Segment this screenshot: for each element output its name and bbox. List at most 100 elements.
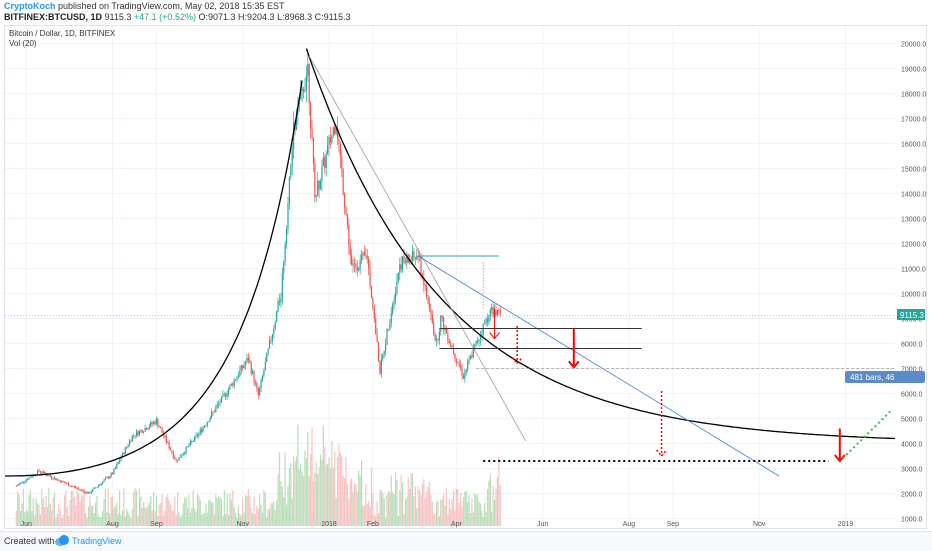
volume-bar <box>249 495 251 526</box>
volume-bar <box>58 503 60 526</box>
candle-body <box>90 491 92 494</box>
candle-body <box>161 428 163 433</box>
candle-body <box>227 389 230 395</box>
candle-body <box>484 323 486 325</box>
y-tick-label: 11000.0 <box>901 267 926 274</box>
volume-bar <box>331 441 333 526</box>
volume-bar <box>27 511 29 526</box>
volume-bar <box>242 498 244 526</box>
volume-bar <box>362 505 364 526</box>
candle-body <box>87 492 90 494</box>
candle-body <box>29 477 32 478</box>
candle-body <box>235 379 237 381</box>
candle-body <box>261 375 264 380</box>
volume-bar <box>52 497 54 526</box>
candle-body <box>230 383 232 386</box>
candle-body <box>383 350 385 354</box>
y-tick-label: 8000.0 <box>901 342 923 349</box>
volume-bar <box>454 510 456 526</box>
volume-bar <box>314 472 316 526</box>
volume-bar <box>177 491 179 526</box>
volume-bar <box>441 498 443 526</box>
volume-bar <box>281 486 283 526</box>
volume-bar <box>161 494 163 526</box>
candle-body <box>201 429 203 432</box>
close-value: 9115.3 <box>323 12 351 22</box>
volume-bar <box>308 476 310 526</box>
volume-bar <box>447 513 449 526</box>
candle-body <box>249 360 251 363</box>
volume-bar <box>19 510 22 526</box>
candle-body <box>319 180 322 190</box>
candle-body <box>308 63 310 104</box>
candle-body <box>460 365 462 369</box>
candle-body <box>397 273 399 281</box>
candle-body <box>346 213 349 225</box>
volume-bar <box>435 501 438 526</box>
candle-body <box>46 475 49 477</box>
volume-bar <box>167 494 169 526</box>
volume-bar <box>368 500 370 526</box>
volume-bar <box>256 505 258 526</box>
candle-body <box>99 484 101 486</box>
candle-body <box>44 471 46 474</box>
candle-body <box>318 180 320 190</box>
volume-bar <box>121 510 124 526</box>
volume-bar <box>203 513 206 526</box>
volume-bar <box>32 498 34 526</box>
volume-bar <box>171 510 173 526</box>
candle-body <box>116 464 118 468</box>
red-arrow-1-head <box>568 360 580 369</box>
volume-bar <box>140 496 142 526</box>
candle-body <box>75 486 77 488</box>
candle-body <box>151 422 153 424</box>
candle-body <box>92 489 94 492</box>
candle-body <box>380 359 382 374</box>
candle-body <box>39 471 41 473</box>
volume-bar <box>440 499 442 526</box>
price-chart[interactable]: 1000.0 2000.0 3000.0 4000.0 5000.0 6000.0 7000… <box>0 0 932 530</box>
volume-bar <box>295 456 298 526</box>
volume-bar <box>472 512 474 526</box>
candle-body <box>199 429 201 434</box>
volume-bar <box>229 493 231 526</box>
volume-bar <box>263 489 265 526</box>
volume-bar <box>31 510 33 526</box>
candle-body <box>295 112 298 131</box>
candle-body <box>56 479 58 481</box>
volume-bar <box>488 480 490 526</box>
volume-bar <box>496 477 499 526</box>
volume-bar <box>201 514 203 526</box>
volume-bar <box>336 457 339 526</box>
candle-body <box>31 476 33 478</box>
volume-bar <box>157 515 159 526</box>
candle-body <box>141 430 143 433</box>
candle-body <box>387 329 390 330</box>
volume-bar <box>46 507 49 526</box>
author-link[interactable]: CryptoKoch <box>4 1 56 11</box>
volume-bar <box>70 490 73 526</box>
tradingview-link[interactable]: TradingView <box>72 536 122 546</box>
candle-body <box>263 370 265 376</box>
candle-body <box>464 371 466 379</box>
candle-body <box>237 376 240 377</box>
volume-bar <box>235 512 237 526</box>
volume-bar <box>493 500 496 526</box>
candle-body <box>130 440 132 442</box>
volume-bar <box>97 514 99 526</box>
candle-body <box>158 426 160 428</box>
candle-body <box>111 473 114 475</box>
candle-body <box>372 298 374 309</box>
volume-bar <box>284 452 286 526</box>
volume-bar <box>189 512 191 526</box>
candle-body <box>443 317 445 330</box>
candle-body <box>202 427 204 432</box>
open-label: O: <box>198 12 208 22</box>
volume-bar <box>455 488 457 526</box>
volume-bar <box>261 512 264 526</box>
volume-bar <box>24 512 26 526</box>
volume-bar <box>131 508 133 526</box>
candle-body <box>21 481 23 483</box>
candle-body <box>447 333 449 342</box>
close-label: C: <box>314 12 324 22</box>
